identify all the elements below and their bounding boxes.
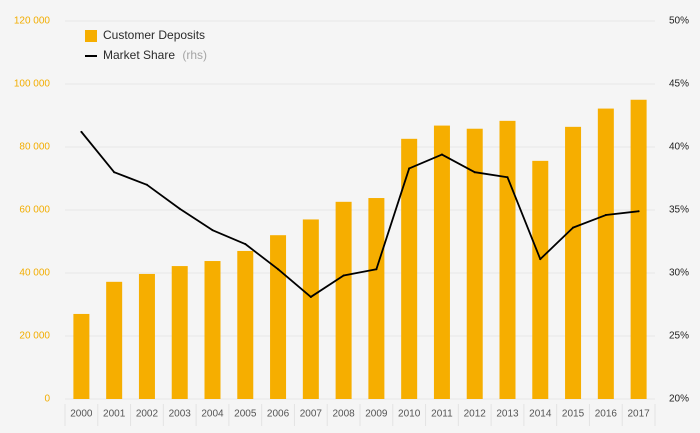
- x-tick-label-2001: 2001: [103, 409, 126, 420]
- x-axis: 2000 2001 2002 2003 2004 2005 2006 2007 2008 2009…: [64, 404, 656, 426]
- bar-2015: [565, 126, 582, 399]
- line-series: [80, 130, 640, 298]
- right-tick-label: 35%: [669, 205, 689, 216]
- x-tick-label-2005: 2005: [234, 409, 257, 420]
- bar-2003: [171, 266, 188, 399]
- left-axis: 0 20 000 40 000 60 000 80 000 100 000 120 000: [14, 16, 51, 405]
- line-point-2007: [309, 295, 312, 298]
- bar-2017: [630, 99, 647, 399]
- legend-swatch-customer-deposits: [85, 30, 97, 42]
- x-tick-label-2016: 2016: [595, 409, 618, 420]
- line-point-2011: [440, 153, 443, 156]
- bar-2010: [401, 138, 418, 399]
- legend-label-customer-deposits: Customer Deposits: [103, 28, 205, 42]
- line-point-2008: [342, 274, 345, 277]
- right-tick-label: 50%: [669, 16, 689, 27]
- line-point-2006: [277, 268, 280, 271]
- line-point-2017: [637, 210, 640, 213]
- bar-2011: [433, 125, 450, 399]
- right-tick-label: 30%: [669, 268, 689, 279]
- left-tick-label: 60 000: [19, 205, 50, 216]
- right-tick-label: 20%: [669, 394, 689, 405]
- bar-2012: [466, 128, 483, 400]
- x-tick-label-2011: 2011: [431, 409, 453, 420]
- bar-2008: [335, 201, 352, 399]
- line-point-2003: [178, 207, 181, 210]
- x-tick-label-2014: 2014: [529, 409, 552, 420]
- x-tick-label-2002: 2002: [136, 409, 159, 420]
- line-point-2016: [604, 214, 607, 217]
- line-point-2004: [211, 229, 214, 232]
- bar-series: [73, 99, 647, 400]
- bar-2016: [597, 108, 614, 399]
- x-tick-label-2017: 2017: [627, 409, 650, 420]
- right-axis: 20% 25% 30% 35% 40% 45% 50%: [669, 16, 689, 405]
- left-tick-label: 20 000: [19, 331, 50, 342]
- left-tick-label: 40 000: [19, 268, 50, 279]
- x-tick-label-2013: 2013: [496, 409, 519, 420]
- line-point-2014: [539, 258, 542, 261]
- bar-2001: [106, 281, 123, 399]
- bar-2014: [532, 160, 549, 399]
- line-point-2000: [80, 130, 83, 133]
- bar-2013: [499, 120, 516, 399]
- x-tick-label-2015: 2015: [562, 409, 585, 420]
- legend-market-share-suffix: (rhs): [182, 48, 207, 62]
- line-point-2010: [408, 167, 411, 170]
- legend-market-share-text: Market Share: [103, 48, 175, 62]
- bar-2000: [73, 313, 90, 399]
- x-tick-label-2009: 2009: [365, 409, 388, 420]
- bar-2006: [270, 235, 287, 399]
- x-tick-label-2003: 2003: [169, 409, 192, 420]
- line-point-2015: [572, 226, 575, 229]
- line-point-2012: [473, 171, 476, 174]
- x-tick-label-2012: 2012: [464, 409, 487, 420]
- legend: Customer Deposits Market Share (rhs): [85, 28, 207, 62]
- right-tick-label: 25%: [669, 331, 689, 342]
- left-tick-label: 0: [44, 394, 50, 405]
- left-tick-label: 120 000: [14, 16, 51, 27]
- x-tick-label-2000: 2000: [70, 409, 93, 420]
- right-tick-label: 45%: [669, 79, 689, 90]
- bar-2009: [368, 198, 385, 399]
- line-point-2009: [375, 268, 378, 271]
- bar-2007: [302, 219, 319, 399]
- x-tick-label-2010: 2010: [398, 409, 421, 420]
- left-tick-label: 100 000: [14, 79, 51, 90]
- right-tick-label: 40%: [669, 142, 689, 153]
- line-point-2005: [244, 243, 247, 246]
- x-tick-label-2007: 2007: [300, 409, 323, 420]
- line-point-2001: [113, 171, 116, 174]
- x-tick-label-2008: 2008: [332, 409, 355, 420]
- x-tick-label-2006: 2006: [267, 409, 290, 420]
- market-share-line: [80, 131, 639, 298]
- line-point-2013: [506, 176, 509, 179]
- x-tick-label-2004: 2004: [201, 409, 224, 420]
- bar-2005: [237, 250, 254, 399]
- line-point-2002: [145, 183, 148, 186]
- left-tick-label: 80 000: [19, 142, 50, 153]
- bar-2002: [138, 273, 155, 399]
- bar-2004: [204, 261, 221, 399]
- legend-label-market-share: Market Share (rhs): [103, 48, 207, 62]
